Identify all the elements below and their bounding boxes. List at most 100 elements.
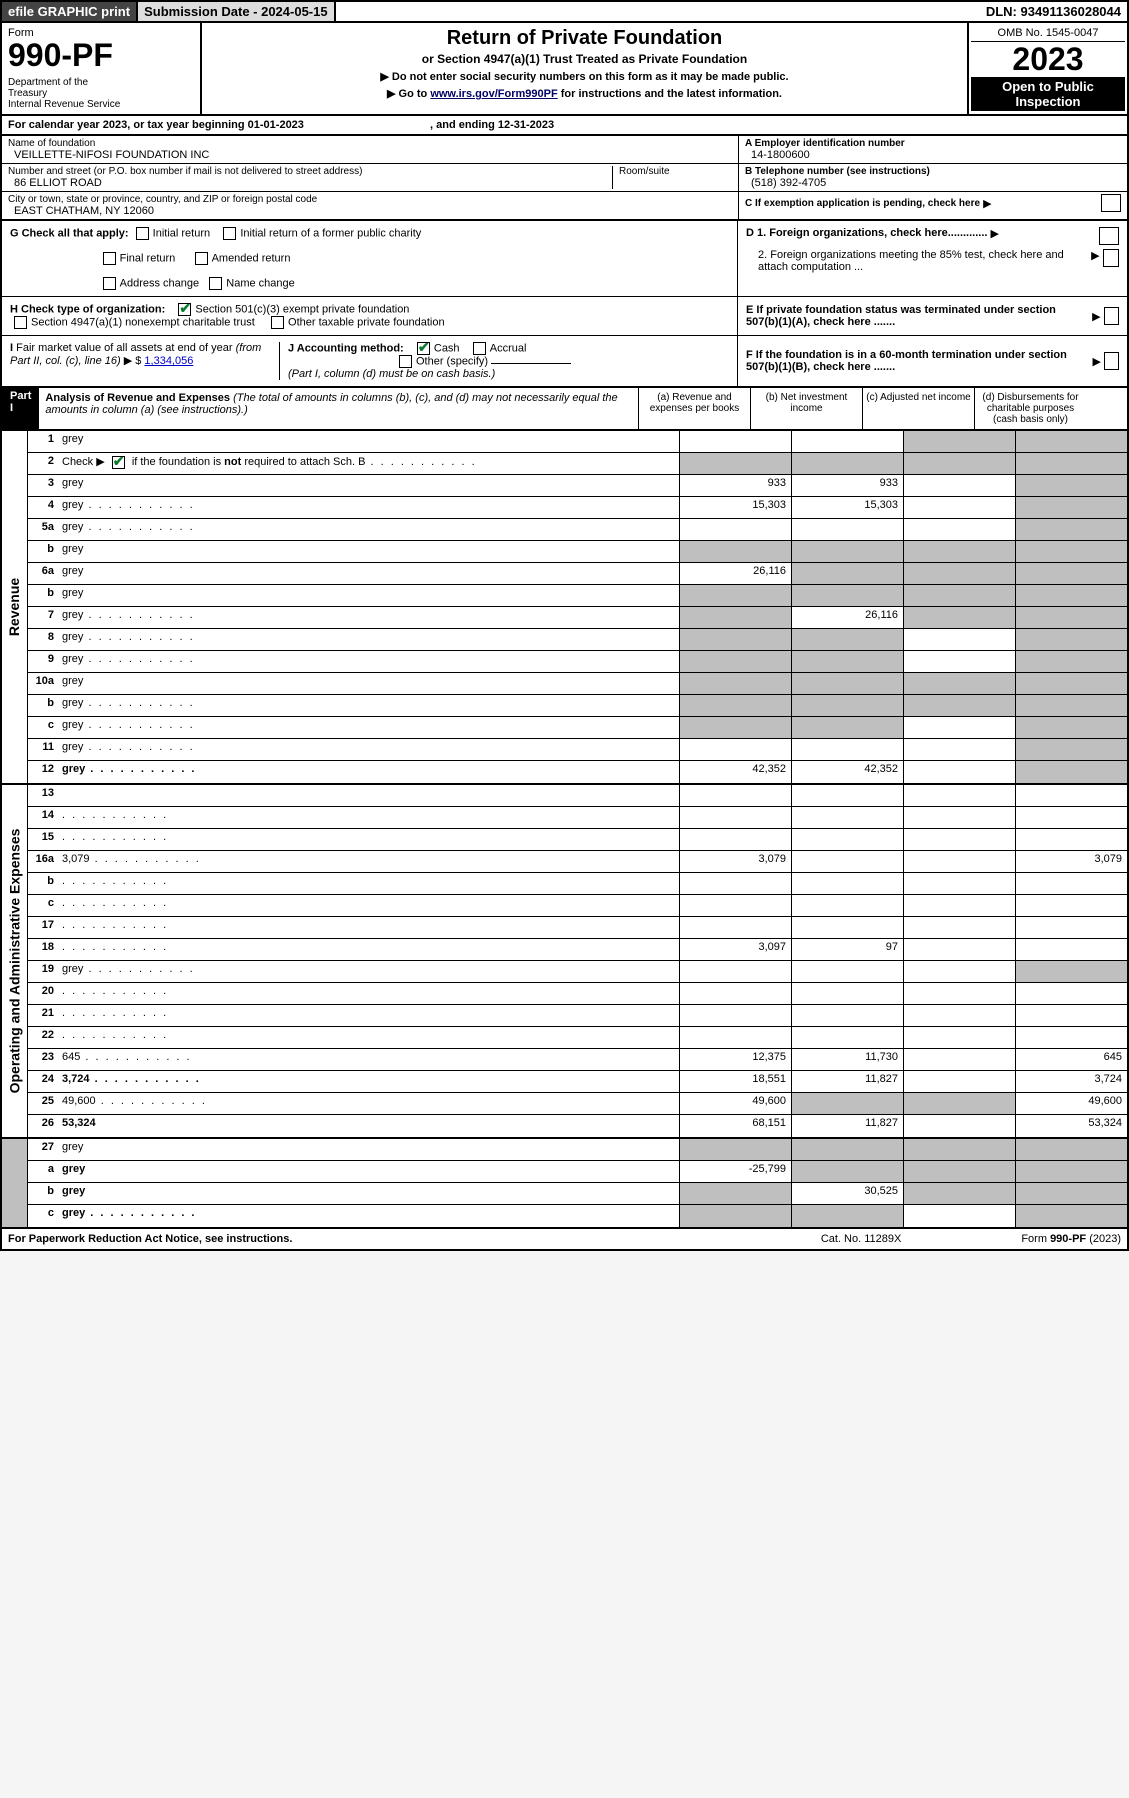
checkbox-d1[interactable] [1099, 227, 1119, 245]
table-cell [1015, 1005, 1127, 1026]
row-num: 15 [28, 829, 58, 850]
j-label: J Accounting method: [288, 342, 404, 354]
table-cell [791, 1093, 903, 1114]
table-cell: 11,827 [791, 1115, 903, 1137]
table-cell: 26,116 [791, 607, 903, 628]
table-cell [679, 829, 791, 850]
checkbox-other-method[interactable] [399, 355, 412, 368]
checkbox-f[interactable] [1104, 352, 1119, 370]
part1-title: Analysis of Revenue and Expenses [45, 392, 230, 404]
table-cell [791, 695, 903, 716]
table-cell [1015, 873, 1127, 894]
table-cell [679, 917, 791, 938]
row-desc: 49,600 [58, 1093, 679, 1114]
table-cell [1015, 541, 1127, 562]
table-cell [679, 673, 791, 694]
table-cell [1015, 829, 1127, 850]
table-cell [679, 519, 791, 540]
table-cell [1015, 431, 1127, 452]
form-header: Form 990-PF Department of theTreasuryInt… [0, 23, 1129, 116]
checkbox-other-taxable[interactable] [271, 316, 284, 329]
table-cell: 15,303 [791, 497, 903, 518]
table-cell: 11,827 [791, 1071, 903, 1092]
form-link[interactable]: www.irs.gov/Form990PF [430, 88, 557, 100]
checkbox-final[interactable] [103, 252, 116, 265]
table-row: 20 [28, 983, 1127, 1005]
table-cell: 3,097 [679, 939, 791, 960]
table-cell [679, 717, 791, 738]
row-num: b [28, 695, 58, 716]
checkbox-initial-former[interactable] [223, 227, 236, 240]
table-cell [791, 1005, 903, 1026]
table-cell [1015, 1139, 1127, 1160]
header-right: OMB No. 1545-0047 2023 Open to Public In… [967, 23, 1127, 114]
table-cell [903, 1161, 1015, 1182]
table-cell: 26,116 [679, 563, 791, 584]
h2-label: Section 4947(a)(1) nonexempt charitable … [31, 316, 255, 328]
row-desc [58, 917, 679, 938]
footer-form: Form 990-PF (2023) [1021, 1233, 1121, 1245]
checkbox-e[interactable] [1104, 307, 1119, 325]
table-cell [679, 873, 791, 894]
g6-label: Name change [226, 277, 295, 289]
checkbox-c[interactable] [1101, 194, 1121, 212]
table-cell [903, 939, 1015, 960]
footer-left: For Paperwork Reduction Act Notice, see … [8, 1233, 292, 1245]
table-row: bgrey [28, 541, 1127, 563]
table-cell [679, 607, 791, 628]
efile-button[interactable]: efile GRAPHIC print [2, 2, 138, 21]
checkbox-4947[interactable] [14, 316, 27, 329]
table-cell: 645 [1015, 1049, 1127, 1070]
table-row: 22 [28, 1027, 1127, 1049]
checkbox-501c3[interactable] [178, 303, 191, 316]
table-row: 243,72418,55111,8273,724 [28, 1071, 1127, 1093]
row-desc: grey [58, 651, 679, 672]
name-label: Name of foundation [8, 138, 95, 149]
checkbox-address[interactable] [103, 277, 116, 290]
table-cell [1015, 651, 1127, 672]
expense-text: Operating and Administrative Expenses [7, 829, 23, 1094]
checkbox-amended[interactable] [195, 252, 208, 265]
table-row: bgrey [28, 585, 1127, 607]
row-desc: grey [58, 1161, 679, 1182]
table-cell [903, 873, 1015, 894]
row-desc: grey [58, 431, 679, 452]
row-desc: grey [58, 585, 679, 606]
checkbox-accrual[interactable] [473, 342, 486, 355]
table-cell: 3,079 [1015, 851, 1127, 872]
row-desc: grey [58, 961, 679, 982]
table-row: 10agrey [28, 673, 1127, 695]
g5-label: Address change [120, 277, 200, 289]
row-desc: grey [58, 673, 679, 694]
table-row: 19grey [28, 961, 1127, 983]
checkbox-name-change[interactable] [209, 277, 222, 290]
checkbox-initial[interactable] [136, 227, 149, 240]
table-cell [1015, 785, 1127, 806]
table-cell [679, 1005, 791, 1026]
row-num: 24 [28, 1071, 58, 1092]
open-public: Open to Public Inspection [971, 77, 1125, 111]
row-desc: 3,724 [58, 1071, 679, 1092]
table-cell [791, 519, 903, 540]
checkbox-cash[interactable] [417, 342, 430, 355]
table-row: 183,09797 [28, 939, 1127, 961]
table-cell [1015, 895, 1127, 916]
table-cell [791, 1161, 903, 1182]
d-section: D 1. Foreign organizations, check here..… [738, 221, 1127, 296]
row-num: 2 [28, 453, 58, 474]
row-num: 10a [28, 673, 58, 694]
fmv-value[interactable]: 1,334,056 [144, 355, 193, 367]
table-cell: 933 [791, 475, 903, 496]
table-row: 14 [28, 807, 1127, 829]
table-cell [679, 1183, 791, 1204]
row-num: b [28, 541, 58, 562]
checkbox-d2[interactable] [1103, 249, 1119, 267]
row-num: 3 [28, 475, 58, 496]
arrow-icon: ▶ [983, 197, 991, 210]
header-mid: Return of Private Foundation or Section … [202, 23, 967, 114]
row-num: 20 [28, 983, 58, 1004]
table-cell: 3,724 [1015, 1071, 1127, 1092]
exemption-row: C If exemption application is pending, c… [739, 192, 1127, 214]
row-num: 8 [28, 629, 58, 650]
table-cell [903, 1005, 1015, 1026]
